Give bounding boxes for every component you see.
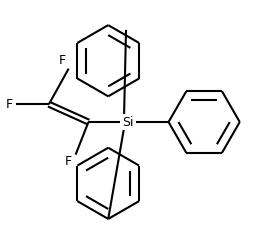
Text: F: F xyxy=(6,98,13,111)
Text: Si: Si xyxy=(122,116,134,128)
Text: F: F xyxy=(59,54,66,67)
Text: F: F xyxy=(65,155,72,168)
